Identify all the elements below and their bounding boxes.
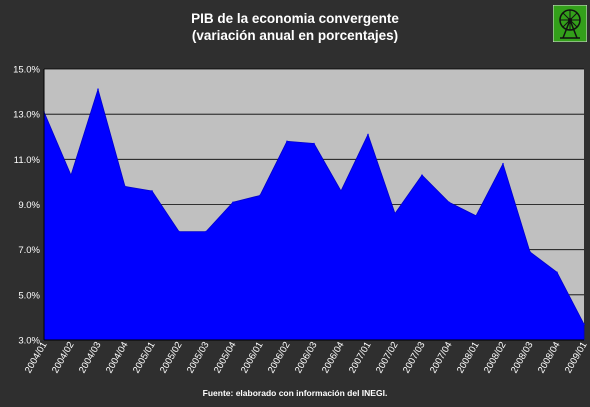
- data-point: [394, 212, 396, 215]
- x-tick-label: 2008/02: [482, 340, 509, 375]
- x-tick-label: 2008/03: [509, 340, 536, 375]
- x-tick-label: 2006/04: [320, 340, 347, 375]
- ferris-wheel-icon: [553, 5, 587, 42]
- data-point: [502, 163, 504, 165]
- y-tick-label: 7.0%: [18, 245, 40, 256]
- series-area: [43, 87, 585, 341]
- data-point: [556, 271, 558, 274]
- data-point: [448, 201, 450, 204]
- data-point: [151, 190, 153, 192]
- data-point: [124, 185, 126, 188]
- x-tick-label: 2005/04: [212, 340, 239, 375]
- x-tick-label: 2004/03: [77, 340, 104, 375]
- x-tick-label: 2006/01: [239, 340, 266, 375]
- chart-subtitle: (variación anual en porcentajes): [191, 28, 399, 43]
- data-point: [286, 140, 288, 143]
- x-tick-label: 2007/03: [401, 340, 428, 375]
- x-tick-label: 2006/03: [293, 340, 320, 375]
- x-tick-label: 2005/01: [131, 340, 158, 375]
- data-point: [97, 88, 99, 91]
- source-note: Fuente: elaborado con información del IN…: [202, 388, 388, 398]
- x-tick-label: 2008/04: [536, 340, 563, 375]
- x-tick-label: 2007/04: [428, 340, 455, 375]
- x-tick-label: 2007/02: [374, 340, 401, 375]
- data-point: [529, 251, 531, 253]
- y-tick-label: 5.0%: [18, 290, 40, 301]
- y-tick-label: 3.0%: [18, 336, 40, 347]
- y-tick-label: 9.0%: [18, 200, 40, 211]
- data-point: [178, 230, 180, 233]
- y-tick-label: 11.0%: [14, 155, 41, 166]
- data-point: [232, 201, 234, 204]
- x-tick-label: 2008/01: [455, 340, 482, 375]
- data-point: [205, 230, 207, 233]
- data-point: [583, 323, 585, 325]
- x-tick-label: 2006/02: [266, 340, 293, 375]
- data-point: [367, 133, 369, 136]
- x-tick-label: 2005/03: [185, 340, 212, 375]
- x-tick-label: 2009/01: [563, 340, 590, 375]
- data-point: [259, 194, 261, 197]
- y-tick-label: 13.0%: [13, 110, 40, 121]
- data-point: [70, 174, 72, 176]
- x-tick-label: 2005/02: [158, 340, 185, 375]
- data-point: [313, 142, 315, 145]
- data-point: [340, 190, 342, 192]
- chart-title: PIB de la economia convergente: [191, 11, 399, 26]
- data-point: [421, 174, 423, 176]
- x-tick-label: 2004/04: [104, 340, 131, 375]
- x-tick-label: 2004/02: [50, 340, 77, 375]
- y-tick-label: 15.0%: [13, 65, 40, 76]
- data-point: [475, 214, 477, 217]
- x-tick-label: 2007/01: [347, 340, 374, 375]
